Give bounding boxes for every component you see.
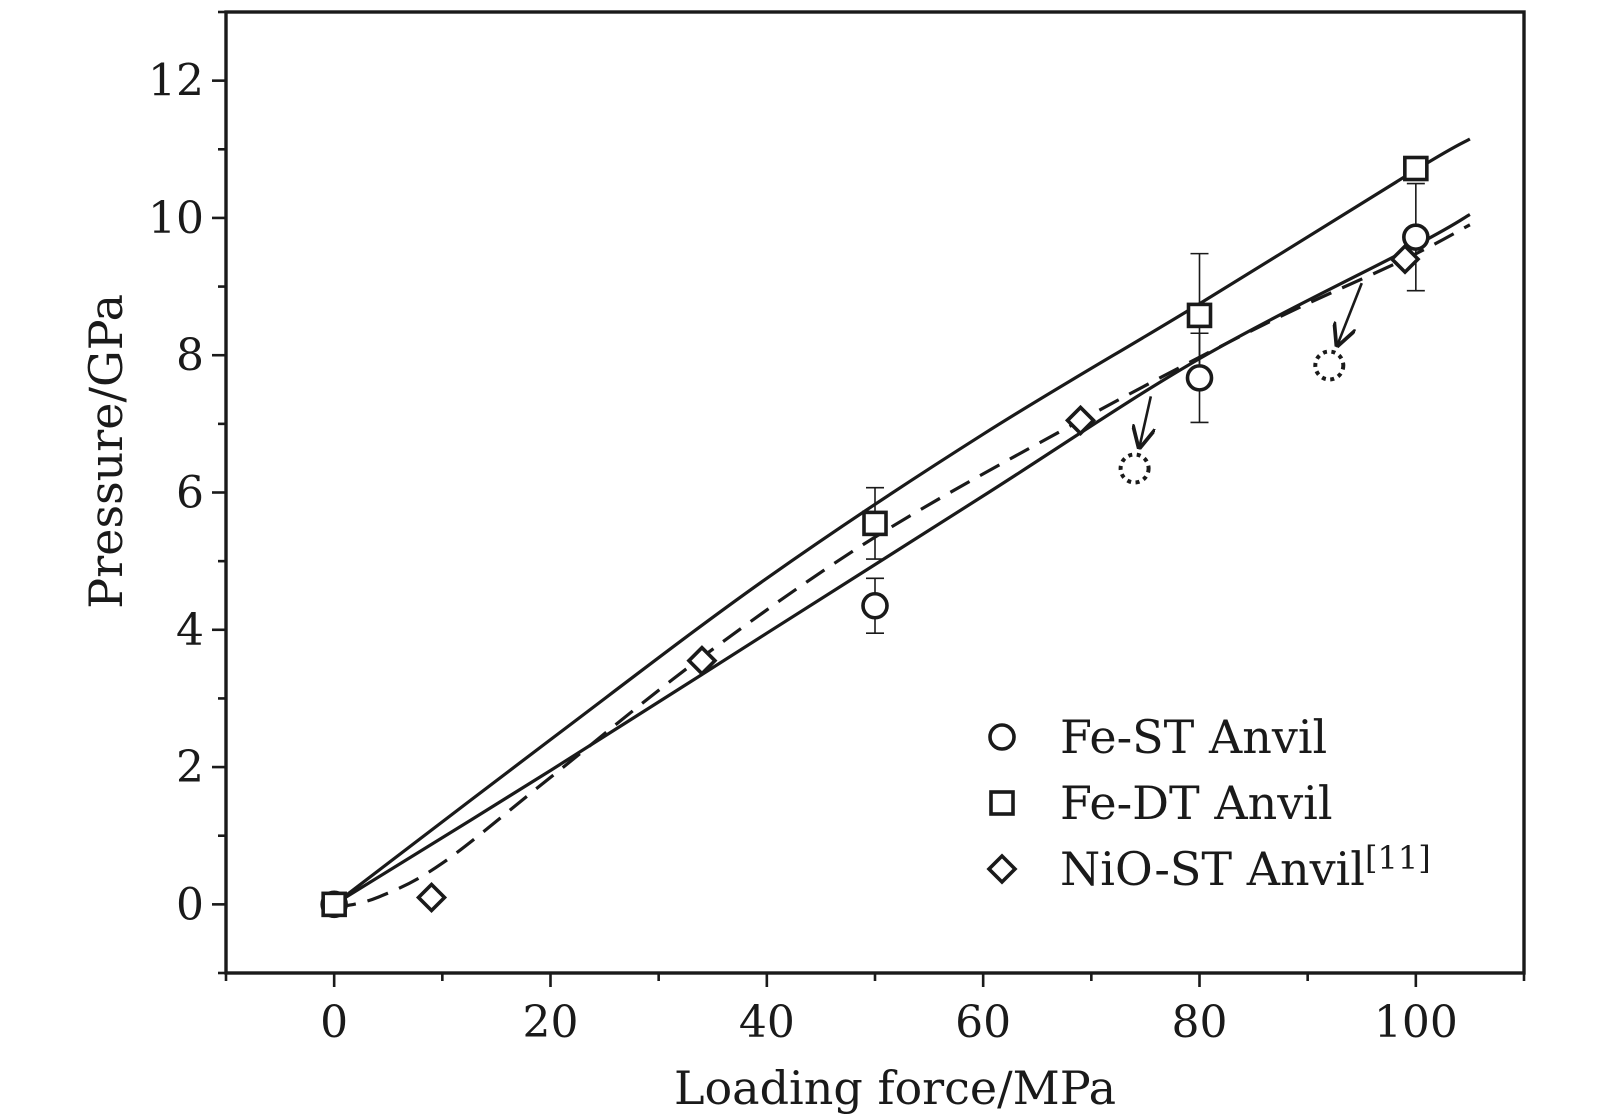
diamond-point xyxy=(686,645,718,677)
x-tick-label: 20 xyxy=(523,997,579,1048)
square-point xyxy=(862,510,888,537)
legend: Fe-ST Anvil Fe-DT Anvil NiO-ST Anvil[11] xyxy=(986,710,1431,896)
x-tick-label: 80 xyxy=(1172,997,1228,1048)
y-tick-label: 0 xyxy=(176,879,204,930)
x-tick-label: 40 xyxy=(739,997,795,1048)
circle-point xyxy=(1402,223,1430,251)
x-tick-label: 100 xyxy=(1374,997,1458,1048)
x-axis-label: Loading force/MPa xyxy=(674,1061,1116,1115)
square-point xyxy=(321,891,347,918)
x-tick-label: 0 xyxy=(320,997,348,1048)
y-axis-label: Pressure/GPa xyxy=(79,294,133,609)
square-point xyxy=(1186,302,1213,329)
legend-circle-icon xyxy=(988,723,1016,751)
annotations xyxy=(1118,282,1363,485)
x-tick-label: 60 xyxy=(955,997,1011,1048)
square-point xyxy=(1403,155,1429,182)
y-tick-label: 4 xyxy=(176,605,204,656)
legend-label: NiO-ST Anvil[11] xyxy=(1060,839,1431,896)
legend-square-icon xyxy=(989,790,1015,816)
circle-point xyxy=(1185,364,1214,392)
diamond-point xyxy=(415,881,448,914)
arrow xyxy=(1337,282,1363,345)
legend-label: Fe-DT Anvil xyxy=(1060,776,1333,830)
y-tick-label: 12 xyxy=(148,56,204,107)
y-tick-label: 10 xyxy=(148,193,204,244)
y-tick-label: 2 xyxy=(176,742,204,793)
data-points xyxy=(320,155,1430,919)
fit-curve-diamond xyxy=(333,223,1471,910)
fit-curves xyxy=(333,137,1471,910)
dotted-circle-marker xyxy=(1118,452,1151,485)
circle-point xyxy=(861,591,889,620)
diamond-point xyxy=(1389,243,1421,275)
axes: 0 20 40 60 80 100 0 2 4 6 8 10 12 Loading force/MPa Pr… xyxy=(79,10,1526,1115)
fit-curve-square xyxy=(333,137,1471,906)
legend-label: Fe-ST Anvil xyxy=(1060,710,1327,764)
fit-curve-circle xyxy=(333,213,1471,906)
legend-superscript: [11] xyxy=(1365,839,1431,877)
legend-diamond-icon xyxy=(986,853,1018,885)
diamond-point xyxy=(1064,404,1097,436)
arrow xyxy=(1139,396,1150,447)
y-tick-label: 6 xyxy=(176,468,204,519)
dotted-circle-marker xyxy=(1313,349,1346,382)
y-tick-label: 8 xyxy=(176,330,204,381)
